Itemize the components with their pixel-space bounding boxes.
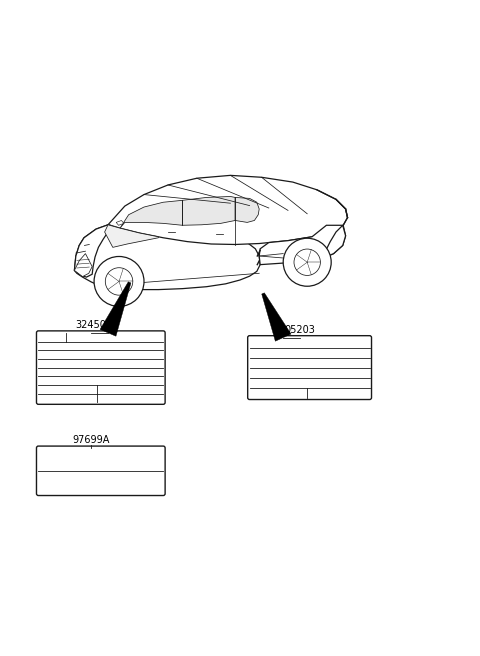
FancyBboxPatch shape [36,331,165,404]
Circle shape [283,238,331,286]
Polygon shape [317,225,346,261]
Text: 05203: 05203 [285,325,315,335]
Circle shape [94,256,144,306]
FancyBboxPatch shape [248,336,372,400]
Polygon shape [74,222,260,289]
Polygon shape [182,197,235,225]
Polygon shape [105,225,158,247]
Polygon shape [235,197,259,222]
Polygon shape [108,175,348,245]
Polygon shape [100,282,131,337]
Polygon shape [262,293,291,341]
FancyBboxPatch shape [36,446,165,495]
Text: 97699A: 97699A [72,435,109,445]
Polygon shape [120,200,182,228]
Polygon shape [259,225,346,264]
Polygon shape [74,225,110,277]
Polygon shape [74,254,92,277]
Polygon shape [116,220,124,225]
Text: 32450: 32450 [75,320,106,330]
